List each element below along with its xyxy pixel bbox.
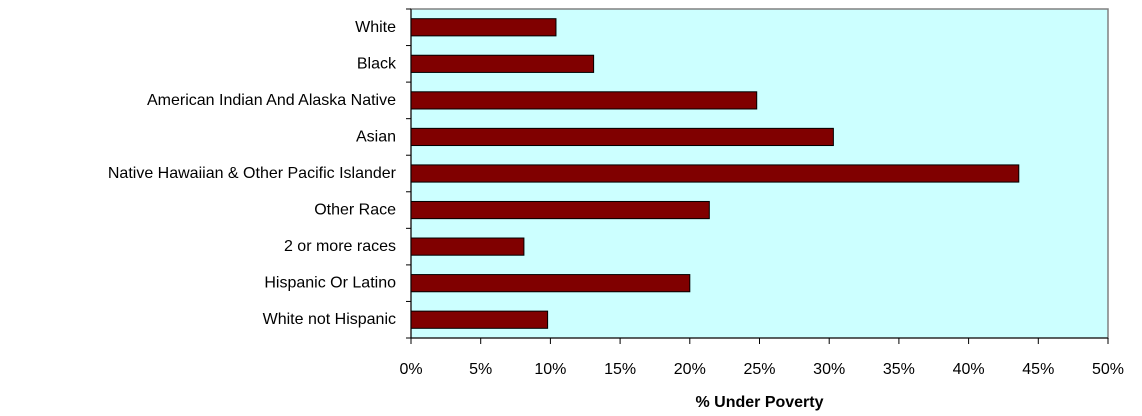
x-tick-label: 35% [883,361,915,378]
bar-0 [410,18,557,37]
x-axis: 0% 5% 10% 15% 20% 25% 30% 35% 40% 45% 50% [399,337,1124,378]
bar-2 [410,91,758,110]
x-tick-label: 50% [1092,361,1124,378]
y-axis: White Black American Indian And Alaska Nat… [108,8,412,339]
x-tick-label: 25% [743,361,775,378]
x-tick-label: 0% [399,361,422,378]
x-tick-label: 45% [1022,361,1054,378]
bar-3 [410,127,834,147]
x-tick-label: 5% [469,361,492,378]
bar-5 [410,200,710,220]
x-tick-label: 10% [534,361,566,378]
category-label: Hispanic Or Latino [264,275,396,292]
bars-group [410,18,1020,329]
category-label: Asian [356,128,396,145]
category-label: Black [357,55,397,72]
bar-6 [410,237,525,256]
category-label: 2 or more races [284,238,396,255]
category-label: White [355,19,396,36]
x-axis-title: % Under Poverty [695,394,823,411]
bar-8 [410,310,549,329]
category-label: White not Hispanic [263,311,396,328]
x-tick-label: 20% [674,361,706,378]
bar-7 [410,274,691,293]
bar-1 [410,54,595,73]
category-label: American Indian And Alaska Native [147,92,396,109]
bar-4 [410,164,1020,183]
category-label: Native Hawaiian & Other Pacific Islander [108,165,397,182]
category-label: Other Race [314,202,396,219]
x-tick-label: 30% [813,361,845,378]
x-tick-label: 15% [604,361,636,378]
x-tick-label: 40% [953,361,985,378]
